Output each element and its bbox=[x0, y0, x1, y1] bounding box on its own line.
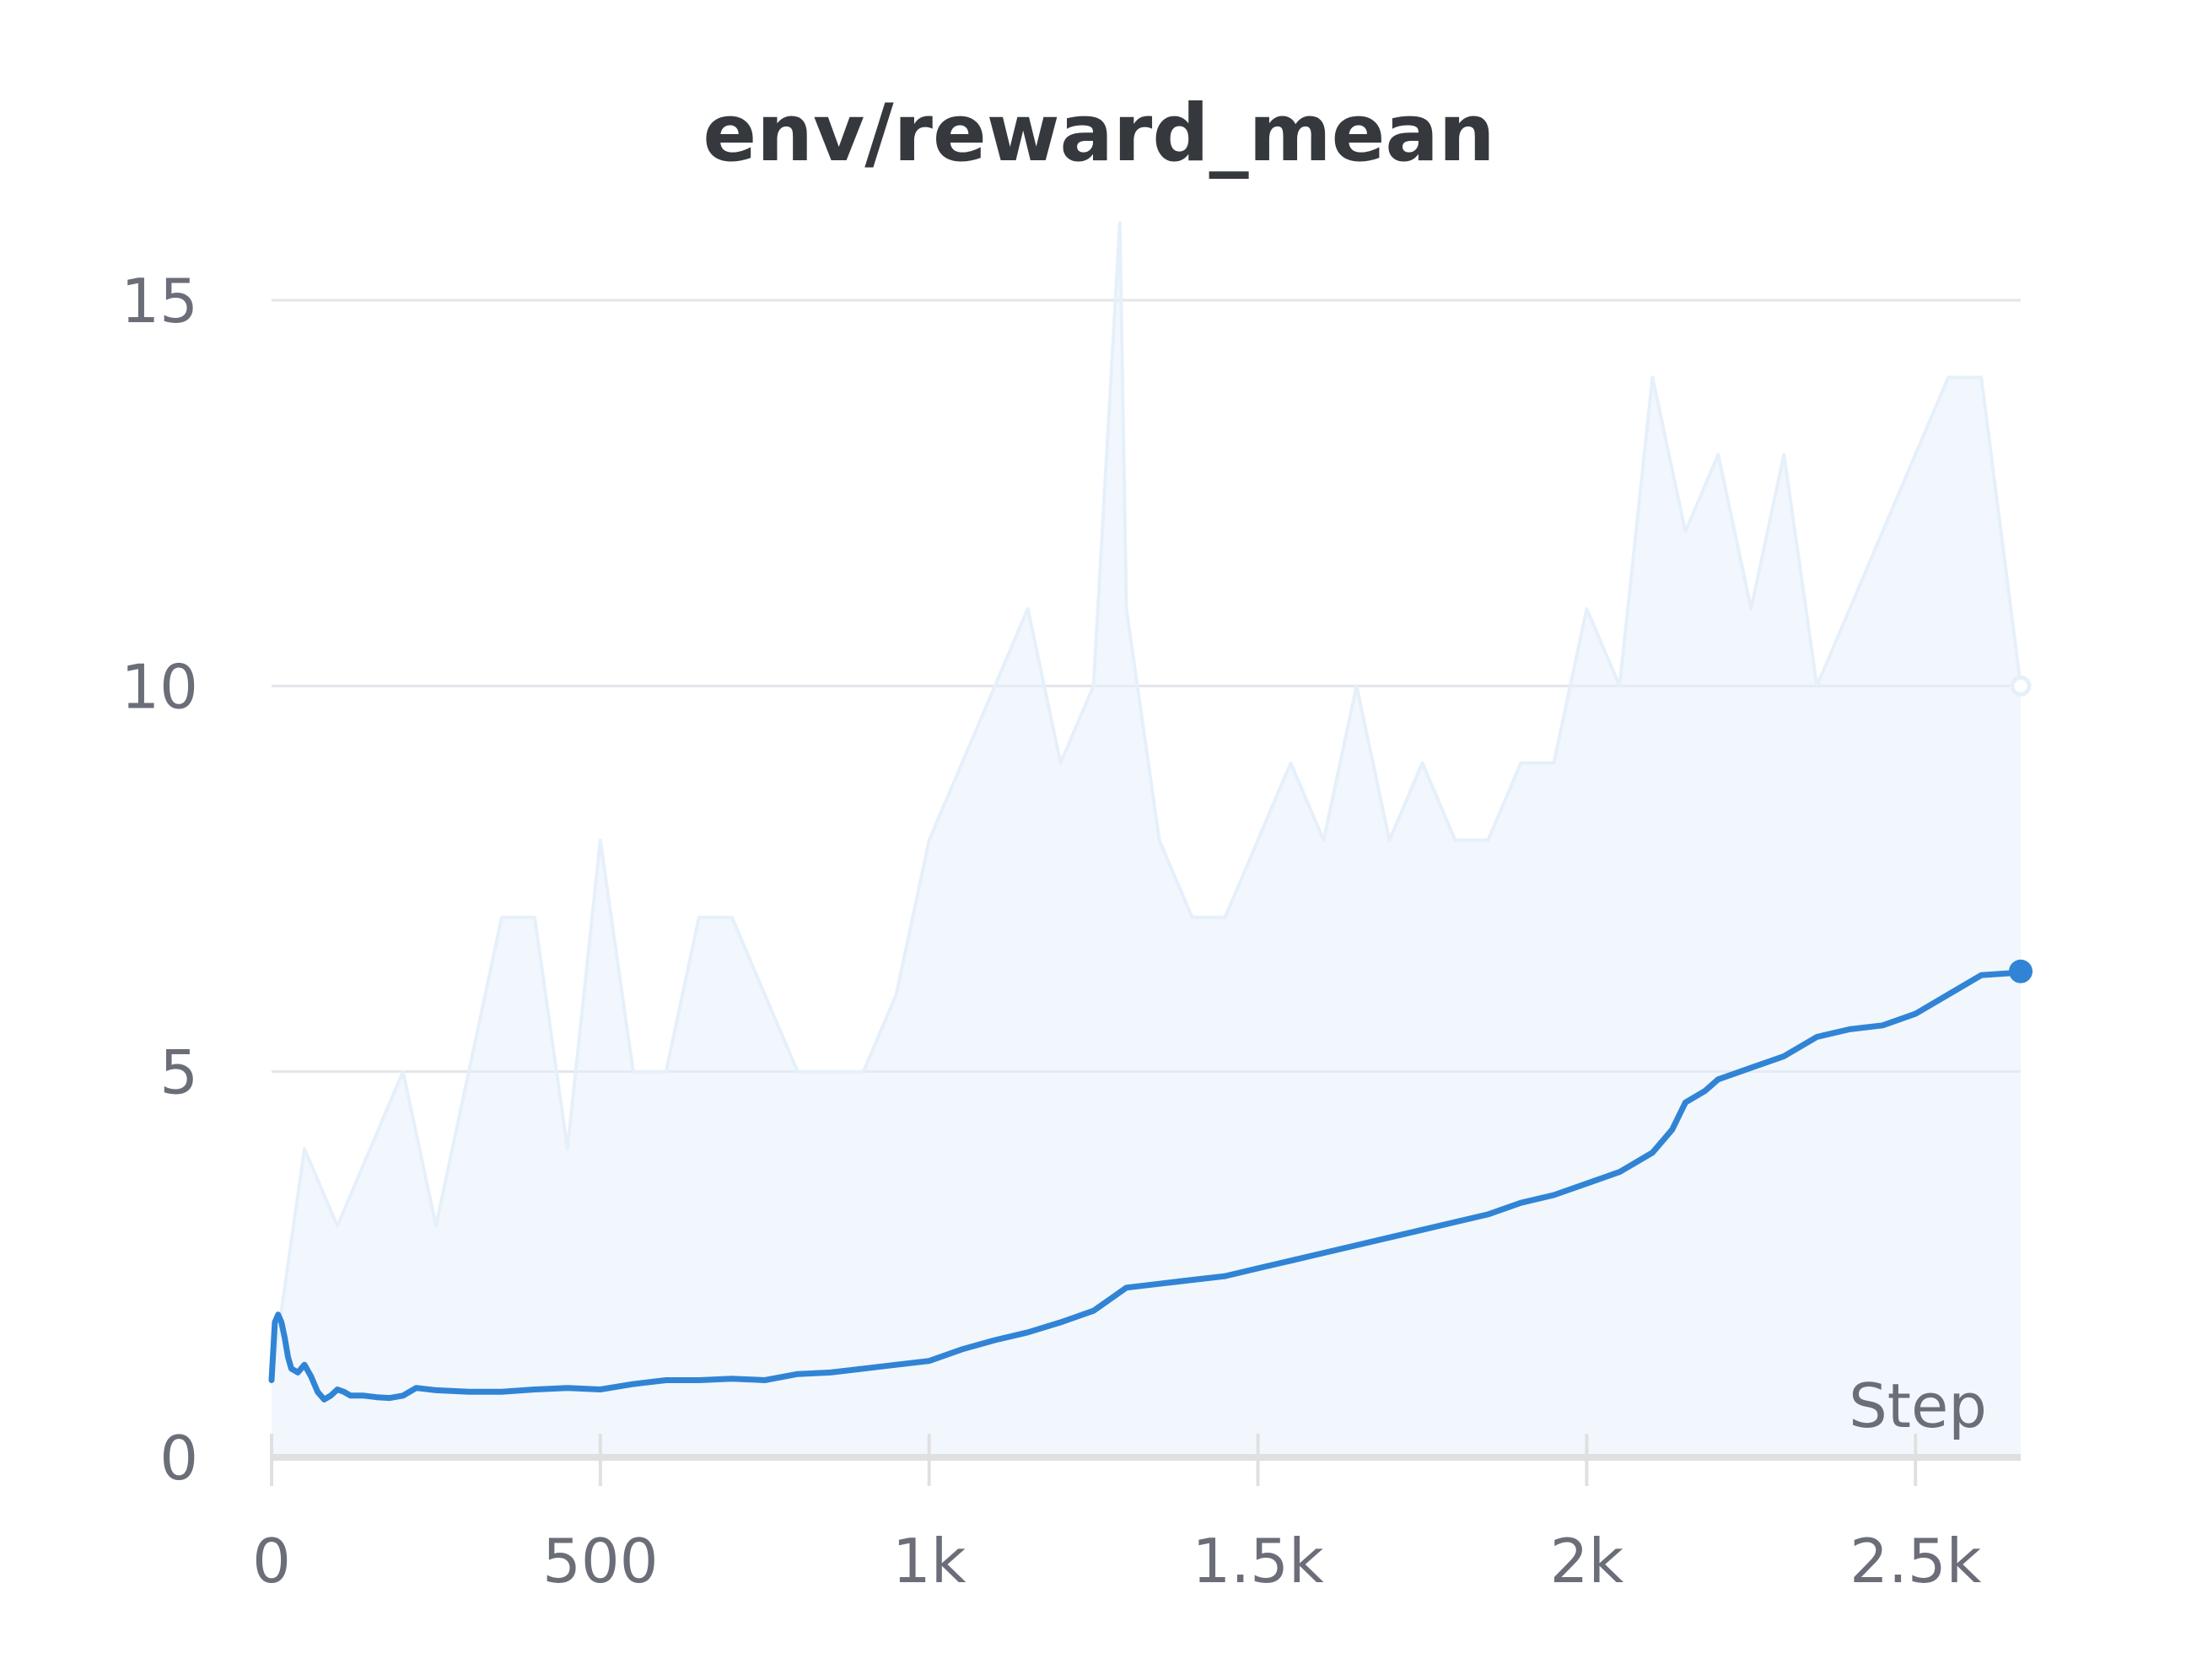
x-tick-label-2k: 2k bbox=[1550, 1526, 1624, 1597]
x-tick-label-0: 0 bbox=[252, 1526, 291, 1597]
x-tick-label-1.5k: 1.5k bbox=[1192, 1526, 1324, 1597]
x-tick-label-500: 500 bbox=[542, 1526, 658, 1597]
smoothed-series-last-point bbox=[2009, 959, 2033, 983]
raw-series-line bbox=[270, 221, 2022, 1381]
x-tick-label-1k: 1k bbox=[892, 1526, 966, 1597]
x-tick-labels: 0 500 1k 1.5k 2k 2.5k bbox=[252, 1526, 1982, 1597]
smoothed-series-layer bbox=[268, 959, 2033, 1403]
raw-series-last-point bbox=[2010, 675, 2032, 697]
y-tick-labels: 0 5 10 15 bbox=[121, 266, 198, 1494]
y-tick-label-15: 15 bbox=[121, 266, 198, 337]
raw-series-area bbox=[272, 223, 2021, 1457]
y-tick-label-5: 5 bbox=[159, 1037, 198, 1108]
x-axis-label: Step bbox=[1849, 1370, 1987, 1441]
x-axis bbox=[270, 1434, 2021, 1486]
raw-series-layer bbox=[270, 221, 2032, 1457]
y-tick-label-10: 10 bbox=[121, 651, 198, 722]
x-tick-label-2.5k: 2.5k bbox=[1849, 1526, 1982, 1597]
chart-title: env/reward_mean bbox=[703, 88, 1494, 180]
y-tick-label-0: 0 bbox=[159, 1423, 198, 1494]
smoothed-series-line bbox=[268, 968, 2024, 1403]
